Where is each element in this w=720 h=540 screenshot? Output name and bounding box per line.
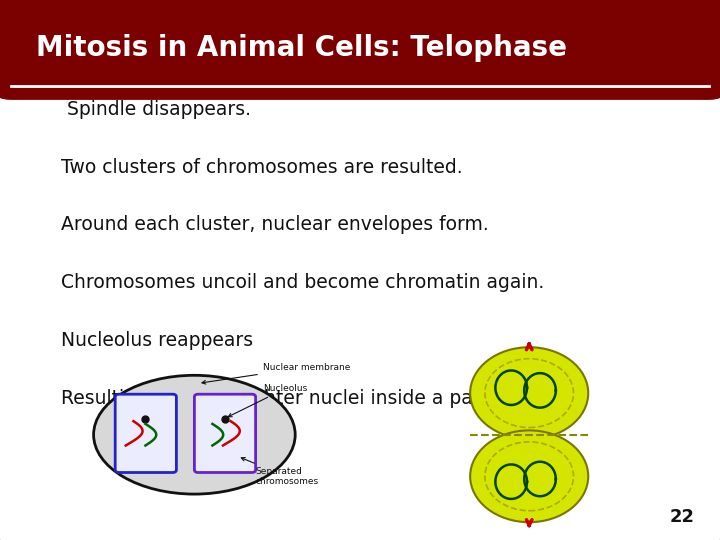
Ellipse shape [470, 347, 588, 439]
FancyBboxPatch shape [11, 54, 709, 86]
Text: Nuclear membrane: Nuclear membrane [202, 363, 350, 384]
Text: Resulting in two daughter nuclei inside a parent cell.: Resulting in two daughter nuclei inside … [61, 389, 555, 408]
FancyBboxPatch shape [194, 394, 256, 472]
Ellipse shape [94, 375, 295, 494]
Text: Chromosomes uncoil and become chromatin again.: Chromosomes uncoil and become chromatin … [61, 273, 544, 292]
Text: Two clusters of chromosomes are resulted.: Two clusters of chromosomes are resulted… [61, 158, 463, 177]
FancyBboxPatch shape [0, 0, 720, 100]
Text: Mitosis in Animal Cells: Telophase: Mitosis in Animal Cells: Telophase [36, 33, 567, 62]
Text: 22: 22 [670, 509, 695, 526]
Text: Nucleolus reappears: Nucleolus reappears [61, 331, 253, 350]
Text: Spindle disappears.: Spindle disappears. [61, 100, 251, 119]
Text: Separated
chromosomes: Separated chromosomes [241, 457, 319, 487]
Text: Nucleolus: Nucleolus [228, 384, 307, 417]
FancyBboxPatch shape [115, 394, 176, 472]
Text: Around each cluster, nuclear envelopes form.: Around each cluster, nuclear envelopes f… [61, 215, 489, 234]
Ellipse shape [470, 430, 588, 522]
